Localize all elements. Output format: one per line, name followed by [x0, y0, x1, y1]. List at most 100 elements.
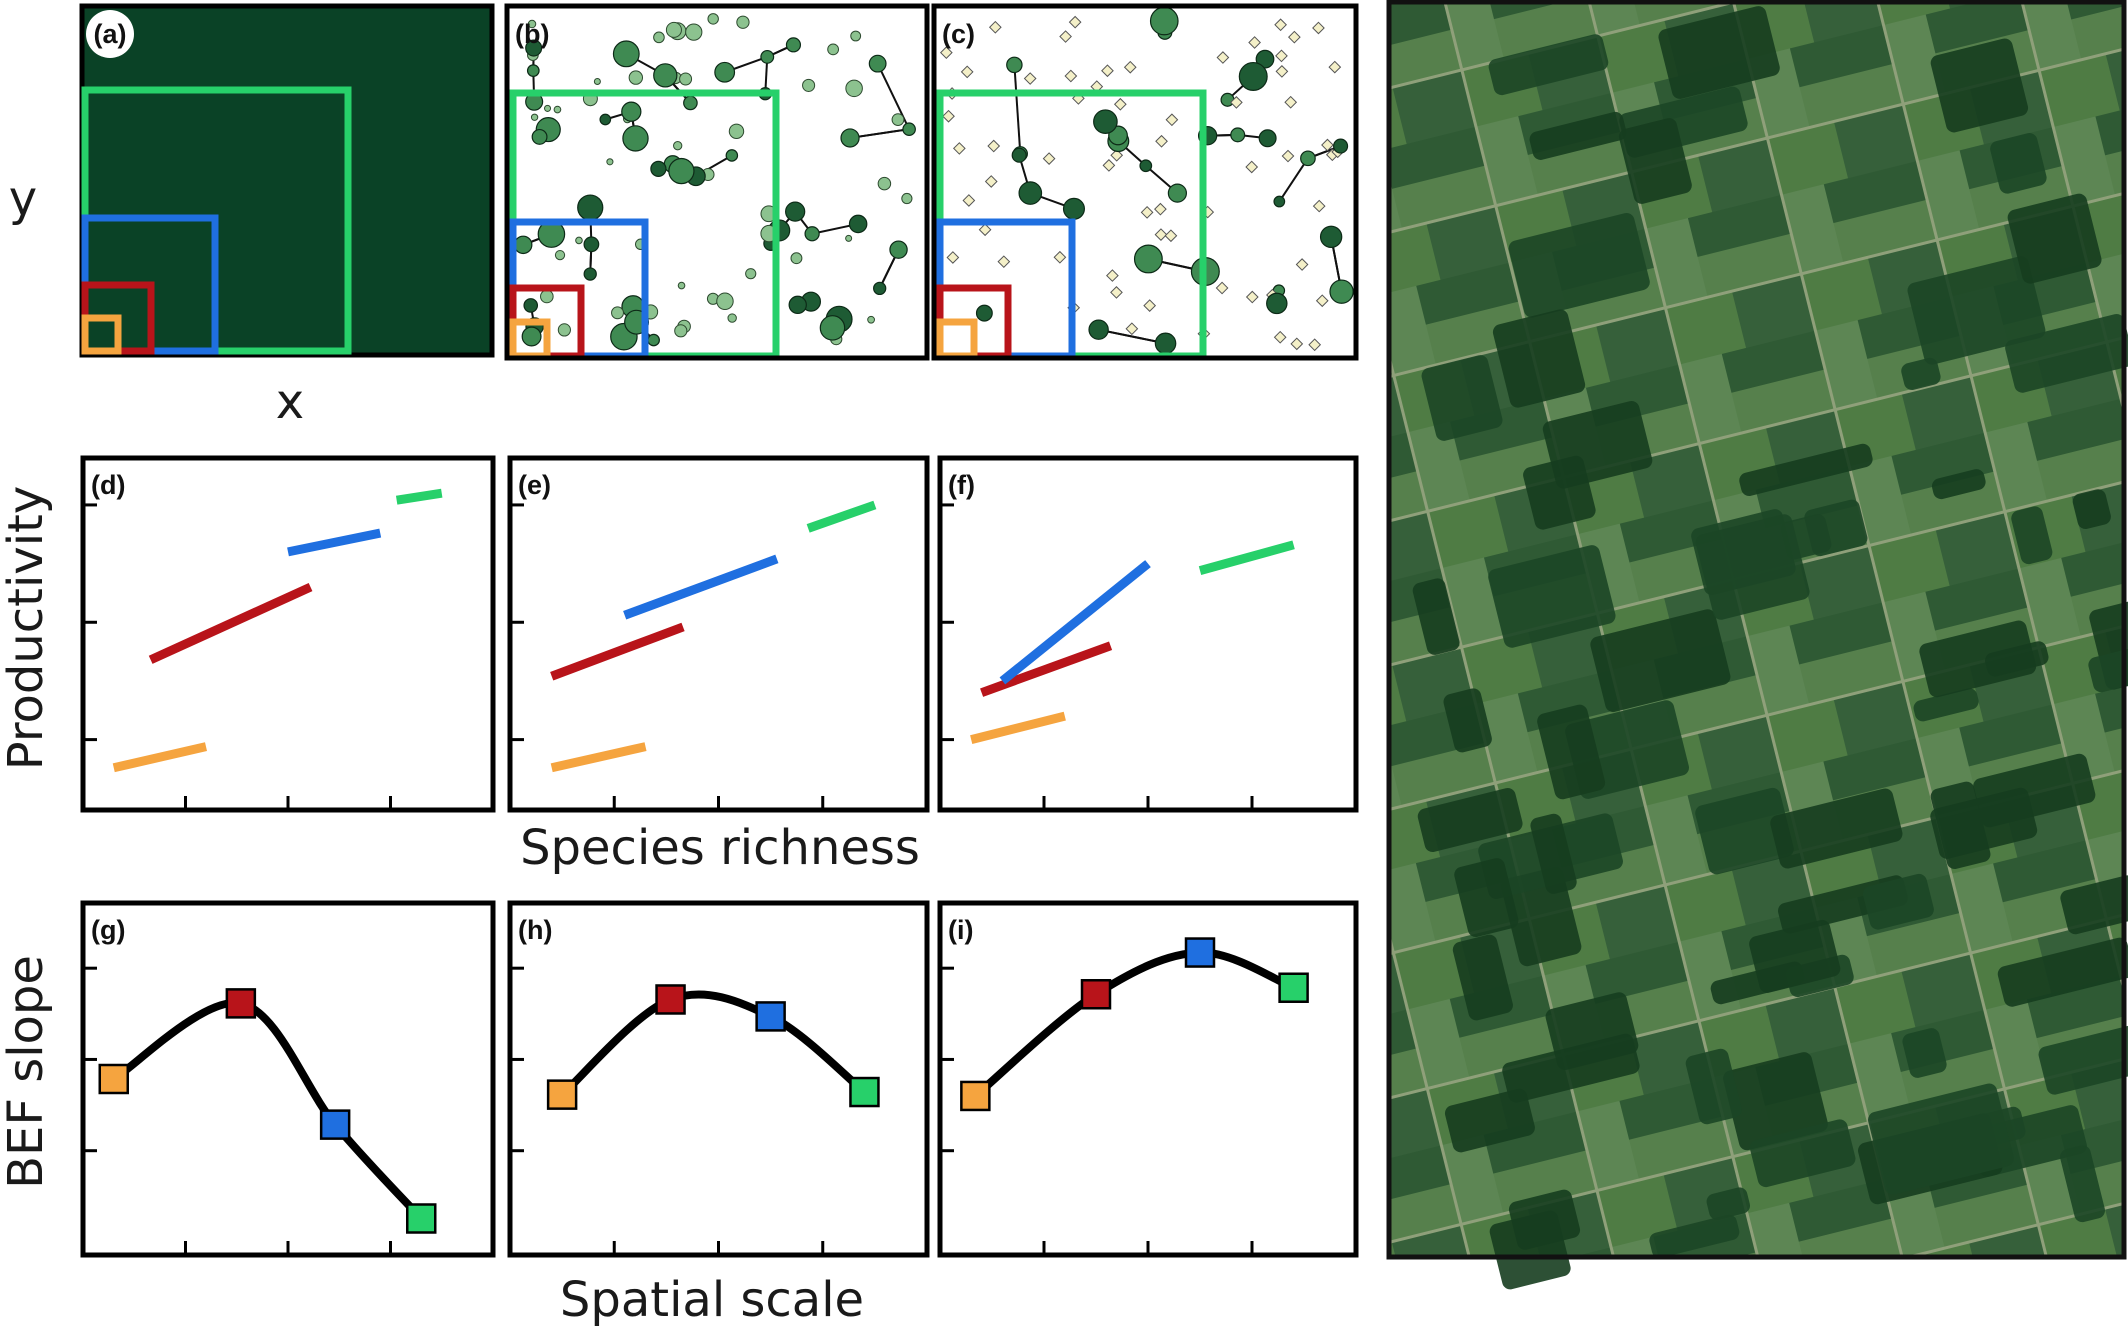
forest-patch — [1537, 704, 1606, 800]
species-node — [611, 306, 624, 320]
species-node — [1245, 290, 1259, 304]
forest-patch — [1452, 934, 1513, 1021]
species-node — [665, 21, 682, 38]
bef-point-blue — [1184, 937, 1216, 968]
species-node — [1068, 15, 1082, 29]
species-node — [1245, 160, 1259, 174]
forest-patch — [1443, 688, 1492, 753]
species-node — [1273, 330, 1287, 344]
forest-patch — [1902, 1028, 1947, 1078]
species-node — [1287, 30, 1301, 44]
species-node — [1062, 197, 1085, 220]
panel-c: (c) — [931, 3, 1359, 361]
species-node — [1321, 138, 1334, 152]
forest-patch — [1930, 787, 2038, 859]
species-node — [745, 268, 757, 280]
chart-f: (f) — [937, 455, 1359, 813]
species-node — [1093, 109, 1118, 134]
species-node — [1154, 228, 1168, 241]
species-node — [707, 13, 719, 25]
forest-patch — [2088, 632, 2128, 693]
forest-patch — [1868, 1083, 2014, 1195]
network-b — [513, 13, 916, 351]
species-node — [612, 40, 640, 68]
forest-patch — [1658, 6, 1780, 99]
species-node — [1308, 338, 1322, 352]
species-node — [848, 214, 868, 234]
chart-e: (e) — [507, 455, 930, 813]
species-node — [523, 298, 539, 313]
species-node — [599, 113, 612, 126]
forest-patch — [1901, 357, 1941, 391]
forest-patch — [1412, 578, 1460, 655]
regression-line-red — [550, 622, 685, 681]
species-node — [1155, 134, 1168, 148]
forest-patch — [1930, 38, 2029, 133]
forest-patch — [1523, 455, 1596, 530]
species-node — [1154, 202, 1167, 216]
forest-patch — [1862, 873, 1934, 930]
plot-frame — [937, 455, 1359, 813]
species-node — [819, 315, 846, 341]
species-node — [575, 236, 583, 245]
species-node — [557, 323, 571, 337]
species-node — [1018, 181, 1043, 205]
species-node — [1329, 279, 1354, 304]
species-node — [674, 324, 688, 338]
species-node — [1300, 150, 1316, 167]
forest-patch — [1990, 133, 2047, 194]
species-node — [827, 43, 840, 56]
species-node — [1275, 49, 1288, 63]
map-y-label: y — [9, 171, 37, 227]
species-node — [653, 31, 665, 44]
network-link — [1013, 64, 1022, 154]
species-node — [621, 101, 642, 122]
panel-label-c: (c) — [942, 19, 975, 49]
network-link — [849, 128, 910, 139]
species-node — [877, 176, 892, 191]
forest-patch — [1919, 620, 2037, 698]
species-node — [1312, 199, 1326, 213]
map-x-label: x — [276, 374, 304, 430]
forest-patch — [1444, 1088, 1535, 1153]
species-node — [1328, 60, 1342, 74]
forest-patch — [1529, 111, 1627, 160]
regression-line-green — [1198, 540, 1295, 575]
species-node — [1284, 95, 1298, 109]
panel-label: (d) — [91, 470, 125, 500]
species-node — [521, 326, 542, 347]
species-node — [1238, 61, 1268, 91]
forest-patch — [1508, 1189, 1581, 1250]
species-node — [650, 160, 667, 177]
species-node — [785, 37, 802, 53]
species-node — [1125, 322, 1139, 336]
species-node — [583, 236, 600, 253]
network-c — [939, 6, 1354, 355]
species-node — [850, 30, 862, 42]
network-link — [1278, 157, 1309, 203]
regression-line-orange — [112, 742, 208, 773]
species-node — [714, 61, 736, 83]
regression-line-green — [806, 500, 877, 533]
species-node — [1290, 337, 1304, 351]
bef-curve — [111, 998, 425, 1222]
species-node — [1333, 138, 1349, 154]
species-node — [540, 289, 554, 304]
panel-label-b: (b) — [515, 19, 549, 49]
species-node — [1090, 80, 1104, 93]
forest-patch — [1749, 919, 1841, 993]
regression-line-blue — [287, 528, 382, 557]
species-node — [553, 105, 562, 114]
forest-patch — [1417, 788, 1523, 853]
species-node — [1230, 127, 1246, 143]
species-node — [683, 95, 698, 111]
panel-label: (i) — [948, 915, 973, 945]
species-node — [988, 20, 1002, 34]
species-node — [1230, 96, 1243, 109]
forest-patch — [1421, 355, 1503, 441]
species-node — [728, 123, 745, 140]
species-node — [1167, 183, 1188, 203]
species-node — [1258, 129, 1277, 148]
species-node — [1053, 250, 1067, 264]
forest-patch — [2011, 506, 2053, 565]
